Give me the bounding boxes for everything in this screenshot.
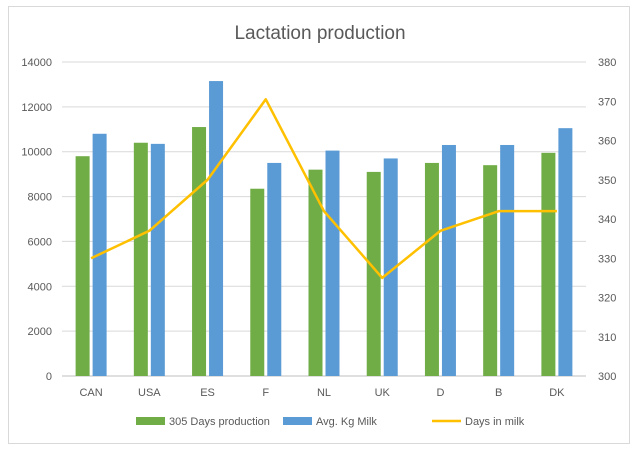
bar-305-days-production-uk xyxy=(366,171,381,376)
category-label: CAN xyxy=(79,387,102,399)
left-tick-label: 14000 xyxy=(21,57,52,69)
chart-title: Lactation production xyxy=(234,23,405,44)
bar-305-days-production-nl xyxy=(308,169,323,376)
right-tick-label: 330 xyxy=(598,253,616,265)
category-label: D xyxy=(436,387,444,399)
legend-label: Days in milk xyxy=(465,416,525,428)
right-tick-label: 370 xyxy=(598,96,616,108)
days-in-milk-line xyxy=(90,98,557,280)
category-label: UK xyxy=(375,387,391,399)
right-tick-label: 300 xyxy=(598,371,616,383)
bar-avg-kg-milk-nl xyxy=(325,150,340,376)
right-tick-label: 310 xyxy=(598,332,616,344)
bar-avg-kg-milk-f xyxy=(267,162,282,376)
legend: 305 Days production Avg. Kg Milk Days in m… xyxy=(136,416,525,428)
bar-avg-kg-milk-d xyxy=(441,144,456,376)
bar-305-days-production-dk xyxy=(541,152,556,376)
category-label: USA xyxy=(138,387,161,399)
right-axis-ticks: 300 310 320 330 340 350 360 370 380 xyxy=(598,57,616,383)
right-tick-label: 360 xyxy=(598,136,616,148)
bar-305-days-production-es xyxy=(192,127,207,377)
category-label: ES xyxy=(200,387,215,399)
bar-305-days-production-can xyxy=(75,156,90,376)
left-axis-ticks: 0 2000 4000 6000 8000 10000 12000 14000 xyxy=(21,57,52,383)
left-tick-label: 0 xyxy=(46,371,52,383)
gridlines xyxy=(62,61,586,377)
bar-avg-kg-milk-uk xyxy=(383,158,398,376)
left-tick-label: 10000 xyxy=(21,147,52,159)
bar-avg-kg-milk-b xyxy=(500,144,515,376)
bar-305-days-production-usa xyxy=(133,142,148,376)
right-tick-label: 380 xyxy=(598,57,616,69)
category-label: DK xyxy=(549,387,565,399)
category-label: NL xyxy=(317,387,331,399)
category-labels: CAN USA ES F NL UK D B DK xyxy=(79,387,565,399)
right-tick-label: 320 xyxy=(598,293,616,305)
category-label: B xyxy=(495,387,502,399)
category-label: F xyxy=(262,387,269,399)
bar-305-days-production-f xyxy=(250,188,265,376)
bar-305-days-production-b xyxy=(483,165,498,376)
left-tick-label: 4000 xyxy=(28,281,52,293)
bar-avg-kg-milk-usa xyxy=(150,143,165,376)
bar-avg-kg-milk-dk xyxy=(558,128,573,376)
bars xyxy=(75,81,573,377)
left-tick-label: 12000 xyxy=(21,102,52,114)
legend-label: Avg. Kg Milk xyxy=(316,416,377,428)
bar-305-days-production-d xyxy=(424,162,439,376)
legend-swatch xyxy=(283,417,312,425)
left-tick-label: 8000 xyxy=(28,192,52,204)
right-tick-label: 340 xyxy=(598,214,616,226)
legend-swatch xyxy=(136,417,165,425)
left-tick-label: 6000 xyxy=(28,236,52,248)
legend-label: 305 Days production xyxy=(169,416,270,428)
left-tick-label: 2000 xyxy=(28,326,52,338)
right-tick-label: 350 xyxy=(598,175,616,187)
bar-avg-kg-milk-es xyxy=(209,81,224,377)
days-in-milk-line-group xyxy=(90,98,557,280)
